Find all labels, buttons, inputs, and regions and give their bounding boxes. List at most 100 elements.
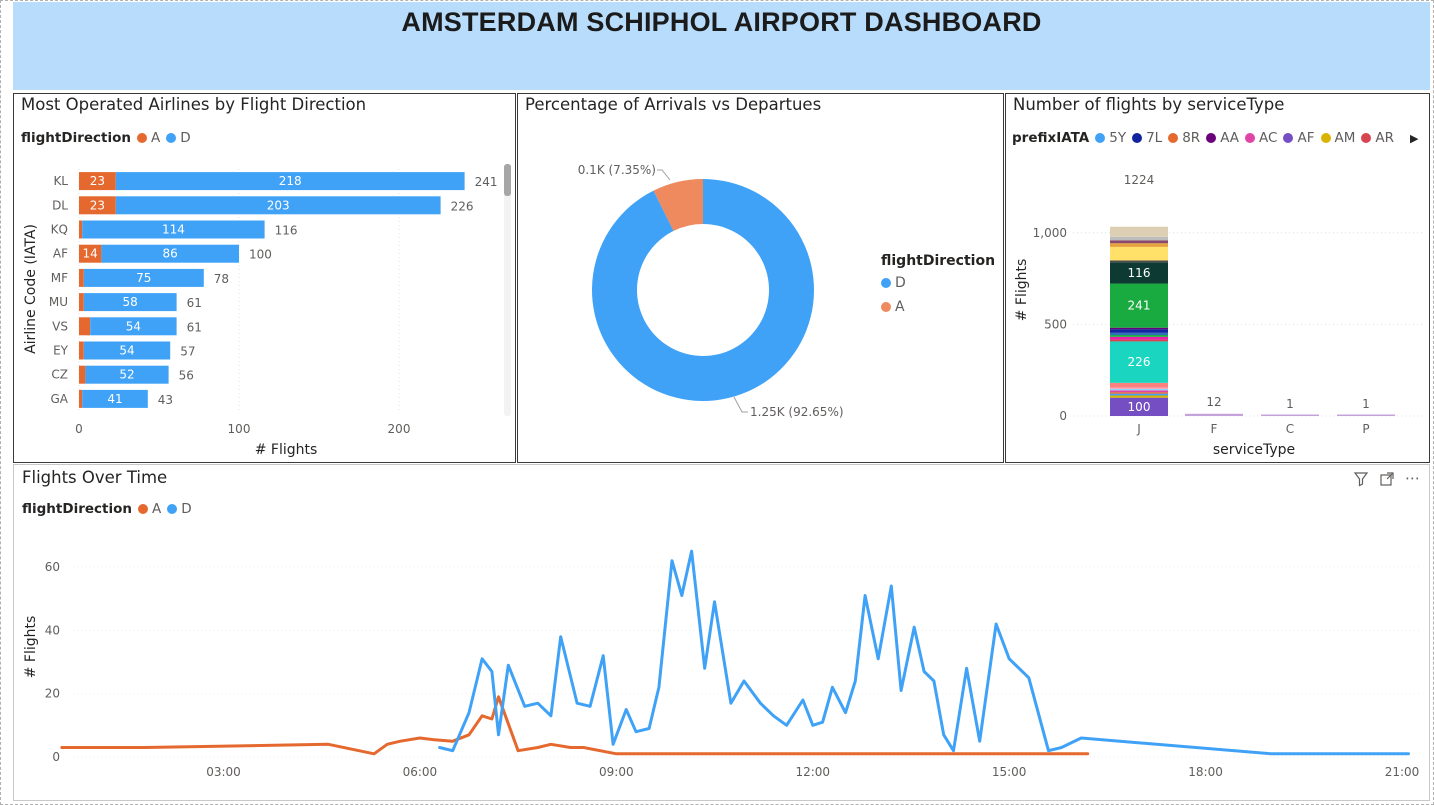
x-tick-label: 15:00 xyxy=(992,765,1027,779)
stack-segment xyxy=(1110,393,1168,396)
column-c xyxy=(1261,414,1319,416)
y-tick-label: EY xyxy=(53,344,69,358)
direction-donut-chart[interactable]: 0.1K (7.35%) 1.25K (92.65%) xyxy=(518,94,1003,462)
service-legend-label: 5Y xyxy=(1109,130,1127,146)
bar-d-label: 54 xyxy=(126,319,141,333)
y-tick-label: VS xyxy=(52,319,68,333)
y-tick-label: 1,000 xyxy=(1033,226,1067,240)
service-legend-dot xyxy=(1283,133,1294,143)
bar-d-label: 41 xyxy=(107,392,122,406)
time-legend-item-d[interactable]: D xyxy=(167,501,192,517)
column-p xyxy=(1337,414,1395,416)
column-total-label: 1 xyxy=(1286,397,1294,411)
column-total-label: 1224 xyxy=(1124,173,1155,187)
time-legend-item-a[interactable]: A xyxy=(137,501,161,517)
service-legend-dot xyxy=(1095,133,1106,143)
donut-legend-item-d[interactable]: D xyxy=(881,275,995,291)
series-line-d xyxy=(438,549,1410,756)
stack-segment xyxy=(1110,336,1168,340)
more-options-icon[interactable]: ⋯ xyxy=(1405,469,1421,487)
y-tick-label: KQ xyxy=(51,223,68,237)
time-panel[interactable]: Flights Over Time ⋯ flightDirection A D … xyxy=(13,464,1430,801)
bar-a xyxy=(79,317,91,336)
stack-segment xyxy=(1110,329,1168,333)
donut-legend-item-a[interactable]: A xyxy=(881,299,995,315)
scrollbar-thumb xyxy=(504,164,511,196)
bar-a-label: 23 xyxy=(90,174,105,188)
service-legend-item-am[interactable]: AM xyxy=(1320,130,1355,146)
stack-segment xyxy=(1110,339,1168,342)
service-legend-item-7l[interactable]: 7L xyxy=(1132,130,1162,146)
y-tick-label: MF xyxy=(51,271,68,285)
donut-legend-title: flightDirection xyxy=(881,253,996,269)
stack-segment xyxy=(1110,262,1168,284)
service-legend-item-5y[interactable]: 5Y xyxy=(1095,130,1126,146)
y-tick-label: MU xyxy=(49,295,68,309)
x-axis-title: serviceType xyxy=(1213,442,1295,458)
service-legend-item-af[interactable]: AF xyxy=(1283,130,1315,146)
donut-label-a: 0.1K (7.35%) xyxy=(578,163,656,177)
filter-icon[interactable] xyxy=(1353,471,1369,491)
stack-segment xyxy=(1110,341,1168,383)
time-panel-title: Flights Over Time xyxy=(22,468,168,487)
flights-over-time-chart[interactable]: 0 20 40 60 03:00 06:00 09:00 12:00 15:00 18:00 21:… xyxy=(14,465,1429,800)
stack-segment xyxy=(1110,392,1168,394)
service-legend-label: AA xyxy=(1220,130,1240,146)
stack-segment xyxy=(1110,327,1168,330)
donut-legend-dot-a xyxy=(881,302,891,312)
segment-label: 100 xyxy=(1128,400,1151,414)
service-legend-dot xyxy=(1245,133,1256,143)
bar-d-label: 75 xyxy=(136,271,151,285)
bar-total-label: 78 xyxy=(214,272,229,286)
x-tick-label: 12:00 xyxy=(795,765,830,779)
y-tick-label: KL xyxy=(53,174,68,188)
airlines-bar-chart[interactable]: 0 100 200 # Flights Airline Code (IATA) KL 23 2… xyxy=(14,94,515,462)
bar-total-label: 226 xyxy=(451,199,474,213)
service-legend-dot xyxy=(1132,133,1143,143)
stack-segment xyxy=(1110,260,1168,263)
y-axis-title: Airline Code (IATA) xyxy=(23,224,39,354)
bar-d xyxy=(82,389,148,408)
focus-mode-icon[interactable] xyxy=(1379,471,1395,491)
service-legend-dot xyxy=(1168,133,1179,143)
time-legend-dot-a xyxy=(137,504,148,514)
service-panel[interactable]: Number of flights by serviceType prefixI… xyxy=(1005,93,1430,463)
x-tick-label: 18:00 xyxy=(1188,765,1223,779)
legend-item-a[interactable]: A xyxy=(136,130,160,146)
bar-d xyxy=(83,293,177,312)
donut-panel[interactable]: Percentage of Arrivals vs Departues 0.1K… xyxy=(517,93,1004,463)
y-tick-label: CZ xyxy=(51,368,68,382)
airlines-legend-title: flightDirection xyxy=(21,130,131,146)
service-legend-item-ar[interactable]: AR xyxy=(1361,130,1394,146)
service-legend-title: prefixIATA xyxy=(1012,130,1090,146)
legend-next-icon[interactable]: ▶ xyxy=(1410,131,1419,145)
service-legend-item-aa[interactable]: AA xyxy=(1206,130,1239,146)
bar-d xyxy=(83,341,171,360)
x-tick-label: C xyxy=(1286,422,1294,436)
stack-segment xyxy=(1110,387,1168,389)
bar-d xyxy=(82,220,265,239)
legend-item-d[interactable]: D xyxy=(166,130,191,146)
y-tick-label: DL xyxy=(52,198,68,212)
y-tick-label: 20 xyxy=(45,687,60,701)
airlines-panel[interactable]: Most Operated Airlines by Flight Directi… xyxy=(13,93,516,463)
service-legend-item-8r[interactable]: 8R xyxy=(1168,130,1200,146)
stack-segment xyxy=(1110,390,1168,393)
column-total-label: 1 xyxy=(1362,397,1370,411)
bar-total-label: 116 xyxy=(275,224,298,238)
donut-legend-dot-d xyxy=(881,278,891,288)
x-tick-label: 0 xyxy=(75,422,83,436)
leader-line-d xyxy=(733,396,748,413)
service-legend: prefixIATA 5Y 7L 8R AA AC AF AM AR ▶ xyxy=(1012,130,1418,146)
bar-d xyxy=(83,268,204,287)
bar-a xyxy=(79,268,84,287)
service-legend-item-ac[interactable]: AC xyxy=(1245,130,1277,146)
bar-d-label: 86 xyxy=(163,247,178,261)
leader-line-a xyxy=(657,169,671,181)
bar-a xyxy=(79,196,116,215)
stack-segment xyxy=(1110,335,1168,337)
service-legend-label: AR xyxy=(1375,130,1395,146)
bar-d-label: 218 xyxy=(279,174,302,188)
bar-total-label: 241 xyxy=(475,175,498,189)
